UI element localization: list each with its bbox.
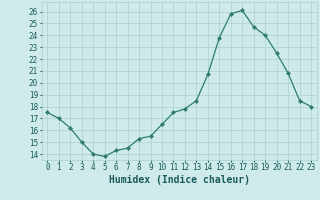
X-axis label: Humidex (Indice chaleur): Humidex (Indice chaleur) xyxy=(109,175,250,185)
